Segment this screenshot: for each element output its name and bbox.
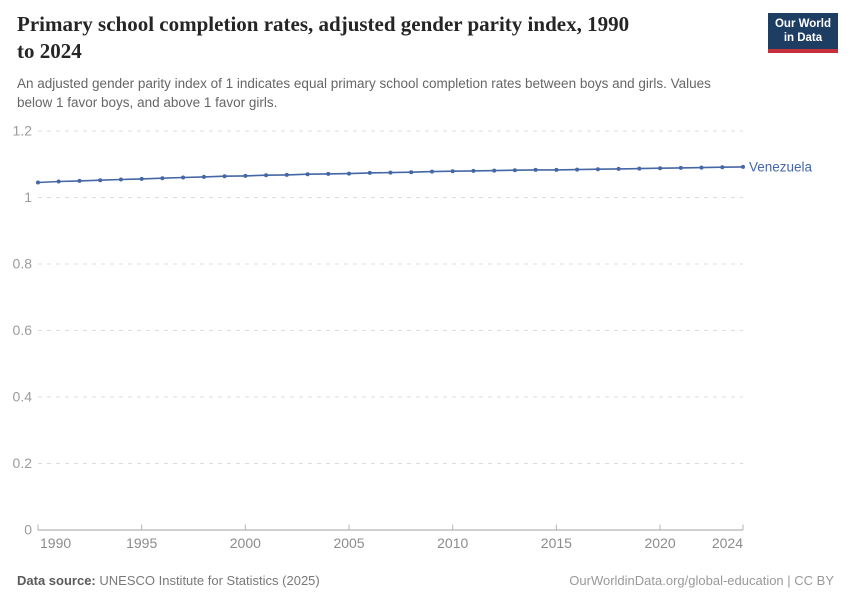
data-point: [430, 169, 434, 174]
data-source-value: UNESCO Institute for Statistics (2025): [99, 573, 320, 588]
data-point: [367, 170, 372, 175]
x-tick-label: 2020: [644, 535, 675, 551]
data-point: [409, 170, 414, 175]
chart-subtitle-line2: below 1 favor boys, and above 1 favor gi…: [17, 95, 278, 110]
data-point: [98, 178, 103, 183]
data-point: [118, 177, 123, 182]
chart-subtitle-line1: An adjusted gender parity index of 1 ind…: [17, 76, 711, 91]
data-point: [139, 176, 144, 181]
chart-title-line1: Primary school completion rates, adjuste…: [17, 12, 630, 36]
data-point: [554, 167, 559, 172]
data-point: [305, 172, 310, 177]
data-point: [77, 178, 82, 183]
data-point: [450, 169, 455, 174]
data-point: [36, 180, 40, 185]
chart-title-line2: to 2024: [17, 39, 82, 63]
y-tick-label: 0.2: [13, 455, 33, 471]
data-point: [512, 168, 517, 173]
data-point: [201, 174, 206, 179]
data-point: [471, 168, 476, 173]
series-line[interactable]: [37, 166, 744, 184]
data-point: [741, 164, 745, 169]
y-tick-label: 1.2: [13, 123, 33, 139]
y-tick-label: 1: [24, 189, 32, 205]
y-tick-label: 0.4: [13, 389, 33, 405]
data-source: Data source: UNESCO Institute for Statis…: [17, 573, 320, 588]
data-point: [637, 166, 642, 171]
data-point: [616, 166, 621, 171]
data-point: [181, 175, 186, 180]
data-point: [222, 174, 227, 179]
entity-label: Venezuela: [749, 159, 813, 174]
data-source-label: Data source:: [17, 573, 96, 588]
owid-logo-line2: in Data: [783, 31, 823, 44]
x-tick-label: 2000: [230, 535, 261, 551]
data-point: [699, 165, 704, 170]
data-point: [720, 165, 725, 170]
data-point: [388, 170, 393, 175]
chart-header: Primary school completion rates, adjuste…: [17, 11, 762, 112]
data-point: [326, 171, 331, 176]
chart-footer: Data source: UNESCO Institute for Statis…: [17, 573, 834, 588]
data-point: [264, 173, 269, 178]
series-points[interactable]: [36, 164, 745, 185]
data-point: [575, 167, 580, 172]
data-point: [658, 166, 663, 171]
owid-logo: Our World in Data: [767, 13, 838, 53]
data-point: [678, 165, 683, 170]
data-point: [56, 179, 61, 184]
owid-url-link[interactable]: OurWorldinData.org/global-education | CC…: [569, 573, 834, 588]
x-tick-label: 2024: [712, 535, 743, 551]
data-point: [492, 168, 497, 173]
data-point: [595, 167, 600, 172]
x-tick-label: 2015: [541, 535, 572, 551]
y-tick-label: 0: [24, 522, 32, 538]
data-point: [243, 173, 248, 178]
x-tick-label: 2005: [333, 535, 364, 551]
data-point: [284, 172, 289, 177]
y-tick-label: 0.8: [13, 256, 33, 272]
data-point: [347, 171, 351, 176]
data-point: [160, 176, 165, 181]
x-tick-label: 1995: [126, 535, 157, 551]
x-tick-label: 1990: [40, 535, 71, 551]
chart-subtitle: An adjusted gender parity index of 1 ind…: [17, 74, 762, 112]
data-point: [533, 167, 538, 172]
y-tick-label: 0.6: [13, 322, 33, 338]
owid-logo-line1: Our World: [774, 18, 831, 30]
chart-title: Primary school completion rates, adjuste…: [17, 11, 762, 65]
x-tick-label: 2010: [437, 535, 468, 551]
